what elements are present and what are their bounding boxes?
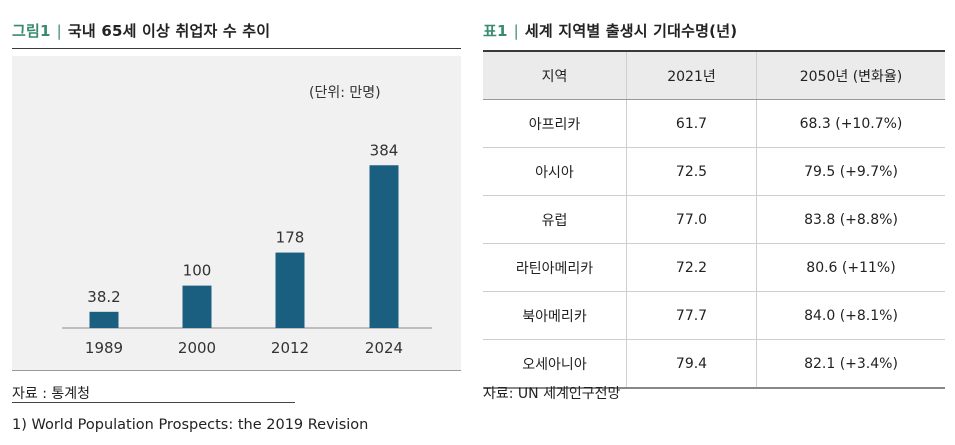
figure-separator: |	[56, 22, 62, 40]
table-header: 표1 | 세계 지역별 출생시 기대수명(년)	[483, 20, 737, 41]
region-cell: 아프리카	[483, 99, 627, 148]
column-header: 2050년 (변화율)	[756, 50, 945, 100]
x-tick-label: 2024	[365, 339, 403, 357]
figure-tag: 그림1	[12, 22, 51, 40]
value-2050-cell: 83.8 (+8.8%)	[756, 195, 945, 244]
region-cell: 오세아니아	[483, 339, 627, 389]
region-cell: 아시아	[483, 147, 627, 196]
value-2021-cell: 77.7	[626, 291, 757, 340]
bar-2012	[275, 252, 305, 328]
x-tick-label: 1989	[85, 339, 123, 357]
column-header: 지역	[483, 50, 627, 100]
bar-2024	[369, 165, 399, 328]
table-row: 아프리카 61.7 68.3 (+10.7%)	[483, 99, 945, 148]
chart-unit-label: (단위: 만명)	[309, 85, 381, 101]
life-expectancy-table: 지역 2021년 2050년 (변화율) 아프리카 61.7 68.3 (+10…	[483, 50, 945, 389]
data-label: 178	[276, 229, 305, 247]
column-header: 2021년	[626, 50, 757, 100]
bar-chart: 38.2 1989 100 2000 178 2012 384 2024	[62, 141, 432, 357]
figure-source: 자료 : 통계청	[12, 386, 91, 402]
table-tag: 표1	[483, 22, 508, 40]
value-2021-cell: 72.5	[626, 147, 757, 196]
figure-top-rule	[12, 48, 461, 49]
table-row: 라틴아메리카 72.2 80.6 (+11%)	[483, 243, 945, 292]
value-2050-cell: 80.6 (+11%)	[756, 243, 945, 292]
chart-area: 38.2 1989 100 2000 178 2012 384 2024	[12, 56, 461, 370]
bar-2000	[182, 285, 212, 328]
table-source: 자료: UN 세계인구전망	[483, 386, 621, 402]
x-tick-label: 2012	[271, 339, 309, 357]
value-2021-cell: 77.0	[626, 195, 757, 244]
bar-1989	[89, 311, 119, 328]
value-2050-cell: 84.0 (+8.1%)	[756, 291, 945, 340]
figure-header: 그림1 | 국내 65세 이상 취업자 수 추이	[12, 20, 270, 41]
table-row: 북아메리카 77.7 84.0 (+8.1%)	[483, 291, 945, 340]
region-cell: 유럽	[483, 195, 627, 244]
region-cell: 북아메리카	[483, 291, 627, 340]
table-header-row: 지역 2021년 2050년 (변화율)	[483, 50, 945, 100]
table-separator: |	[513, 22, 519, 40]
value-2021-cell: 72.2	[626, 243, 757, 292]
value-2021-cell: 61.7	[626, 99, 757, 148]
data-label: 384	[370, 141, 399, 159]
data-label: 38.2	[87, 288, 120, 306]
value-2050-cell: 79.5 (+9.7%)	[756, 147, 945, 196]
value-2050-cell: 68.3 (+10.7%)	[756, 99, 945, 148]
data-label: 100	[183, 262, 212, 280]
value-2021-cell: 79.4	[626, 339, 757, 389]
figure-title: 국내 65세 이상 취업자 수 추이	[67, 22, 271, 40]
table-row: 유럽 77.0 83.8 (+8.8%)	[483, 195, 945, 244]
table-title: 세계 지역별 출생시 기대수명(년)	[524, 22, 738, 40]
figure-bottom-rule	[12, 370, 461, 371]
x-tick-label: 2000	[178, 339, 216, 357]
region-cell: 라틴아메리카	[483, 243, 627, 292]
value-2050-cell: 82.1 (+3.4%)	[756, 339, 945, 389]
table-row: 오세아니아 79.4 82.1 (+3.4%)	[483, 339, 945, 389]
table-row: 아시아 72.5 79.5 (+9.7%)	[483, 147, 945, 196]
source-underline	[12, 402, 295, 403]
footnote: 1) World Population Prospects: the 2019 …	[12, 417, 369, 433]
